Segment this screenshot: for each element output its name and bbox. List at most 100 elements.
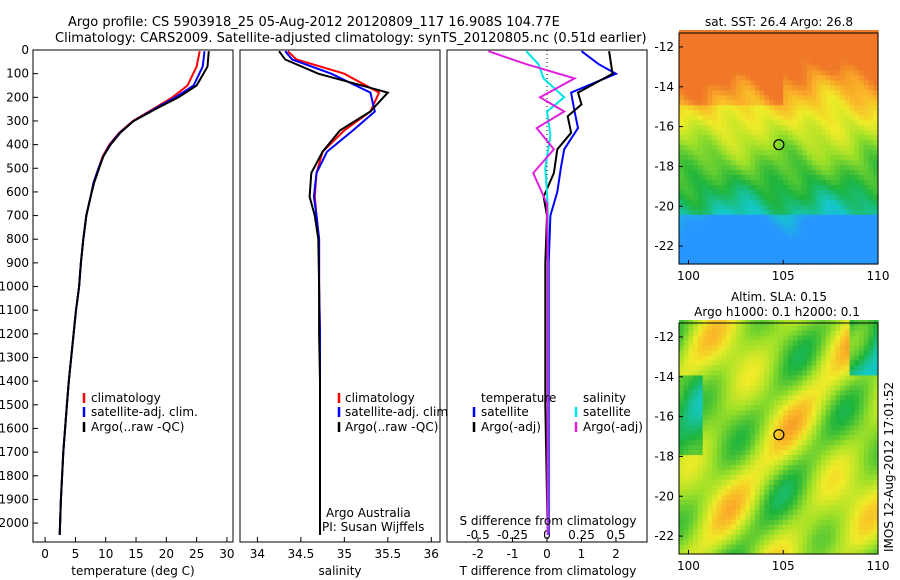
heatmap-cell (712, 219, 718, 225)
heatmap-cell (688, 164, 694, 170)
heatmap-cell (712, 139, 718, 146)
heatmap-cell (840, 404, 846, 411)
heatmap-cell (849, 459, 855, 465)
heatmap-cell (764, 349, 770, 356)
heatmap-cell (844, 424, 851, 431)
heatmap-cell (844, 404, 851, 411)
heatmap-cell (712, 534, 718, 540)
heatmap-cell (873, 529, 879, 535)
heatmap-cell (821, 544, 827, 550)
heatmap-cell (679, 349, 685, 356)
heatmap-cell (721, 364, 727, 371)
heatmap-cell (868, 74, 874, 81)
heatmap-cell (840, 119, 846, 126)
heatmap-cell (740, 40, 746, 46)
heatmap-cell (702, 364, 708, 371)
heatmap-cell (764, 84, 770, 91)
heatmap-cell (754, 64, 761, 71)
heatmap-cell (721, 489, 727, 495)
heatmap-cell (802, 174, 808, 180)
heatmap-cell (745, 369, 751, 376)
heatmap-cell (769, 104, 775, 111)
heatmap-cell (783, 494, 789, 500)
heatmap-cell (712, 204, 718, 210)
heatmap-cell (830, 394, 836, 401)
heatmap-cell (726, 109, 732, 116)
heatmap-cell (688, 529, 694, 535)
heatmap-cell (873, 514, 879, 520)
heatmap-cell (721, 239, 727, 245)
x-tick-label: 105 (772, 559, 795, 573)
heatmap-cell (849, 529, 855, 535)
heatmap-cell (688, 394, 694, 401)
heatmap-cell (716, 144, 723, 151)
heatmap-cell (716, 254, 723, 260)
heatmap-cell (769, 389, 775, 396)
heatmap-cell (806, 104, 813, 111)
heatmap-cell (802, 325, 808, 331)
heatmap-cell (830, 74, 836, 81)
heatmap-cell (726, 249, 732, 255)
heatmap-cell (825, 259, 832, 265)
heatmap-cell (821, 359, 827, 366)
heatmap-cell (721, 549, 727, 555)
heatmap-cell (726, 379, 732, 386)
heatmap-cell (863, 464, 870, 470)
heatmap-cell (707, 79, 713, 86)
heatmap-cell (735, 114, 742, 121)
heatmap-cell (750, 369, 756, 376)
heatmap-cell (844, 439, 851, 446)
heatmap-cell (693, 344, 699, 351)
heatmap-cell (712, 224, 718, 230)
heatmap-cell (778, 129, 784, 136)
heatmap-cell (721, 519, 727, 525)
heatmap-cell (683, 119, 689, 126)
heatmap-cell (825, 54, 832, 61)
heatmap-cell (821, 244, 827, 250)
heatmap-cell (688, 424, 694, 431)
heatmap-cell (693, 549, 699, 555)
heatmap-cell (716, 234, 723, 240)
heatmap-cell (698, 114, 704, 121)
heatmap-cell (745, 35, 751, 41)
heatmap-cell (802, 484, 808, 490)
heatmap-cell (868, 54, 874, 61)
y-tick-label: 300 (6, 114, 29, 128)
heatmap-cell (835, 364, 841, 371)
heatmap-cell (731, 74, 737, 81)
heatmap-cell (764, 549, 770, 555)
heatmap-cell (769, 514, 775, 520)
heatmap-cell (693, 54, 699, 61)
heatmap-cell (679, 234, 685, 240)
heatmap-cell (679, 74, 685, 81)
heatmap-cell (873, 419, 879, 426)
heatmap-cell (849, 539, 855, 545)
heatmap-cell (702, 94, 708, 101)
heatmap-cell (702, 339, 708, 346)
heatmap-cell (854, 114, 860, 121)
heatmap-cell (721, 379, 727, 386)
heatmap-cell (783, 514, 789, 520)
heatmap-cell (716, 489, 723, 495)
heatmap-cell (783, 129, 789, 136)
heatmap-cell (698, 144, 704, 151)
heatmap-cell (863, 479, 870, 485)
heatmap-cell (721, 534, 727, 540)
heatmap-cell (735, 409, 742, 416)
heatmap-cell (679, 434, 685, 441)
heatmap-cell (797, 344, 803, 351)
heatmap-cell (868, 514, 874, 520)
heatmap-cell (731, 69, 737, 76)
heatmap-cell (750, 114, 756, 121)
heatmap-cell (740, 339, 746, 346)
heatmap-cell (721, 209, 727, 215)
heatmap-cell (683, 419, 689, 426)
heatmap-cell (702, 344, 708, 351)
heatmap-cell (816, 254, 822, 260)
heatmap-cell (731, 204, 737, 210)
heatmap-cell (769, 44, 775, 51)
heatmap-cell (702, 129, 708, 136)
heatmap-cell (702, 439, 708, 446)
heatmap-cell (726, 534, 732, 540)
heatmap-cell (854, 69, 860, 76)
